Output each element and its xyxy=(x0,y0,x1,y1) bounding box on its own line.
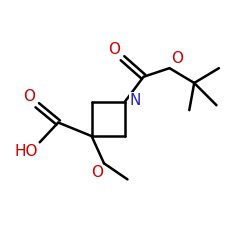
Text: O: O xyxy=(108,42,120,57)
Text: O: O xyxy=(91,165,103,180)
Text: HO: HO xyxy=(15,144,38,159)
Text: O: O xyxy=(23,89,35,104)
Text: N: N xyxy=(130,93,141,108)
Text: O: O xyxy=(171,51,183,66)
